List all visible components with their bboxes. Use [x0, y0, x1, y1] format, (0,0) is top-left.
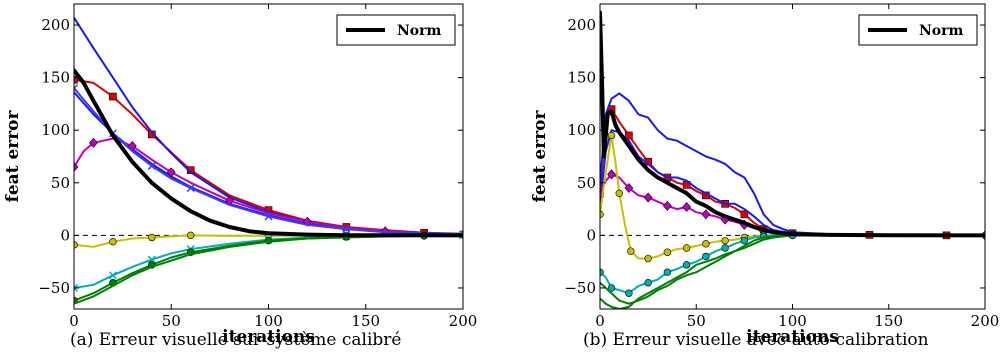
series-marker-7: [458, 231, 463, 240]
y-tick-label: 50: [51, 174, 70, 192]
y-tick-label: 200: [567, 16, 596, 34]
series-line-7: [600, 234, 985, 305]
series-line-0: [74, 68, 463, 238]
series-marker-1: [740, 210, 749, 219]
y-tick-label: −50: [38, 279, 70, 297]
series-group: [600, 10, 985, 309]
series-marker-7: [147, 255, 156, 264]
series-line-0: [600, 10, 985, 238]
series-line-5: [600, 134, 985, 260]
y-tick-label: 200: [41, 16, 70, 34]
series-marker-5: [186, 184, 195, 193]
series-marker-6: [740, 236, 749, 245]
x-axis-label: iterations: [222, 327, 315, 347]
series-marker-5: [74, 84, 79, 93]
series-marker-6: [74, 241, 78, 249]
series-marker-6: [663, 268, 672, 276]
series-marker-5: [342, 225, 351, 234]
series-marker-6: [148, 233, 156, 242]
x-tick-label: 100: [778, 312, 807, 330]
x-tick-label: 150: [874, 312, 903, 330]
series-marker-5: [682, 244, 691, 252]
x-tick-label: 200: [971, 312, 1000, 330]
series-line-8: [74, 234, 463, 302]
series-marker-4: [166, 167, 176, 178]
x-tick-label: 150: [351, 312, 380, 330]
series-line-6: [600, 234, 985, 295]
series-marker-4: [89, 137, 98, 148]
y-tick-label: 50: [577, 174, 596, 192]
series-marker-6: [600, 268, 604, 276]
series-marker-4: [662, 200, 672, 211]
series-marker-4: [74, 162, 79, 172]
series-marker-6: [702, 252, 710, 261]
series-marker-5: [663, 248, 672, 256]
plot-b: 0 50 100 150 200 −50 0 50 100 150 200 iterations fea…: [530, 3, 1000, 347]
series-marker-5: [627, 247, 635, 255]
series-line-2: [74, 16, 463, 236]
legend-label-norm: Norm: [397, 23, 442, 39]
y-axis-label: feat error: [530, 109, 550, 202]
y-tick-label: 150: [567, 69, 596, 87]
series-marker-4: [643, 192, 653, 203]
series-line-3: [600, 129, 985, 237]
series-marker-5: [264, 212, 273, 221]
series-marker-6: [109, 237, 117, 246]
series-marker-5: [607, 131, 616, 140]
x-tick-label: 0: [69, 312, 79, 330]
series-marker-6: [187, 231, 195, 240]
series-line-4: [600, 173, 985, 237]
y-tick-label: 100: [567, 121, 596, 139]
plot-frame: [599, 3, 986, 310]
series-marker-5: [721, 236, 729, 245]
x-tick-label: 50: [162, 312, 181, 330]
y-tick-label: 100: [41, 121, 70, 139]
series-marker-5: [644, 254, 652, 263]
series-line-9: [74, 234, 463, 305]
series-marker-5: [702, 240, 710, 248]
series-marker-7: [108, 271, 117, 280]
series-marker-6: [721, 244, 729, 252]
y-tick-label: −50: [564, 279, 596, 297]
series-marker-7: [74, 283, 79, 292]
series-line-2: [600, 92, 985, 237]
x-tick-label: 100: [254, 312, 283, 330]
series-marker-4: [624, 183, 634, 194]
plot-a: 0 50 100 150 200 −50 0 50 100 150 200 iterations fea…: [3, 3, 478, 347]
x-tick-label: 200: [449, 312, 478, 330]
plot-frame: [73, 3, 464, 310]
y-tick-label: 150: [41, 69, 70, 87]
series-marker-5: [147, 161, 156, 170]
legend-label-norm: Norm: [919, 23, 964, 39]
series-group: [74, 16, 463, 305]
series-marker-4: [682, 202, 692, 212]
series-line-8: [600, 234, 985, 309]
series-marker-6: [607, 284, 616, 292]
series-marker-6: [682, 261, 691, 269]
caption-a: (a) Erreur visuelle sur système calibré: [70, 330, 402, 350]
series-marker-1: [109, 92, 117, 101]
series-marker-1: [625, 131, 633, 140]
series-marker-5: [600, 210, 604, 219]
series-marker-4: [701, 209, 711, 220]
x-tick-label: 50: [687, 312, 706, 330]
series-marker-4: [607, 169, 616, 180]
series-marker-5: [615, 189, 623, 198]
x-tick-label: 0: [595, 312, 605, 330]
caption-b: (b) Erreur visuelle avec auto-calibratio…: [583, 330, 929, 350]
y-axis-label: feat error: [3, 109, 23, 202]
series-marker-1: [74, 75, 78, 84]
y-tick-label: 0: [586, 226, 596, 244]
series-marker-6: [625, 289, 633, 297]
x-axis-label: iterations: [746, 327, 839, 347]
series-marker-6: [644, 279, 652, 287]
series-line-4: [74, 137, 463, 236]
y-tick-label: 0: [60, 226, 70, 244]
